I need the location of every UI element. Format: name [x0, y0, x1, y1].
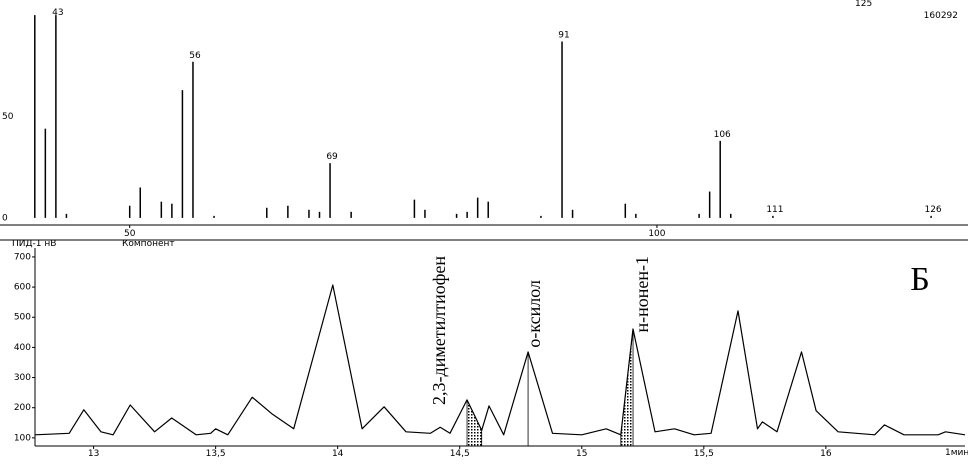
peak-label: 56 — [189, 51, 201, 61]
x-tick-label: 16 — [820, 449, 832, 459]
x-tick-label: 100 — [648, 229, 665, 239]
peak-label: 126 — [924, 205, 941, 215]
x-tick-label: 13 — [88, 449, 99, 459]
x-tick-label: 15 — [576, 449, 587, 459]
x-tick-label: 50 — [124, 229, 136, 239]
y-tick-label: 50 — [2, 112, 14, 122]
peak-annotation: н-нонен-1 — [632, 256, 652, 333]
panel-label: Б — [910, 261, 930, 298]
top-label: 125 — [855, 0, 872, 9]
x-tick-label: 13,5 — [206, 449, 226, 459]
x-tick-label: 14 — [332, 449, 344, 459]
y-tick-label: 700 — [14, 252, 31, 262]
component-label: Компонент — [122, 239, 175, 249]
max-intensity: 160292 — [924, 11, 958, 21]
peak-label: 111 — [766, 205, 783, 215]
chromatogram — [34, 284, 966, 436]
y-tick-label: 600 — [14, 283, 31, 293]
y-tick-label: 200 — [14, 403, 31, 413]
peak-label: 106 — [714, 130, 731, 140]
peak-annotation: 2,3-диметилтиофен — [429, 256, 449, 405]
peak-shade — [466, 399, 483, 447]
y-tick-label: 400 — [14, 343, 31, 353]
peak-label: 69 — [326, 152, 338, 162]
y-tick-label: 500 — [14, 313, 31, 323]
peak-annotation: о-ксилол — [524, 280, 544, 348]
peak-label: 43 — [52, 8, 63, 18]
x-tick-label: 15,5 — [694, 449, 714, 459]
y-tick-label: 300 — [14, 373, 31, 383]
x-tick-label: 14,5 — [450, 449, 470, 459]
peak-label: 91 — [558, 30, 569, 40]
y-label: ПИД-1 нВ — [12, 239, 56, 249]
y-tick-label: 100 — [14, 433, 31, 443]
y-tick-label: 0 — [2, 213, 8, 223]
x-label: 1мин — [945, 448, 968, 458]
